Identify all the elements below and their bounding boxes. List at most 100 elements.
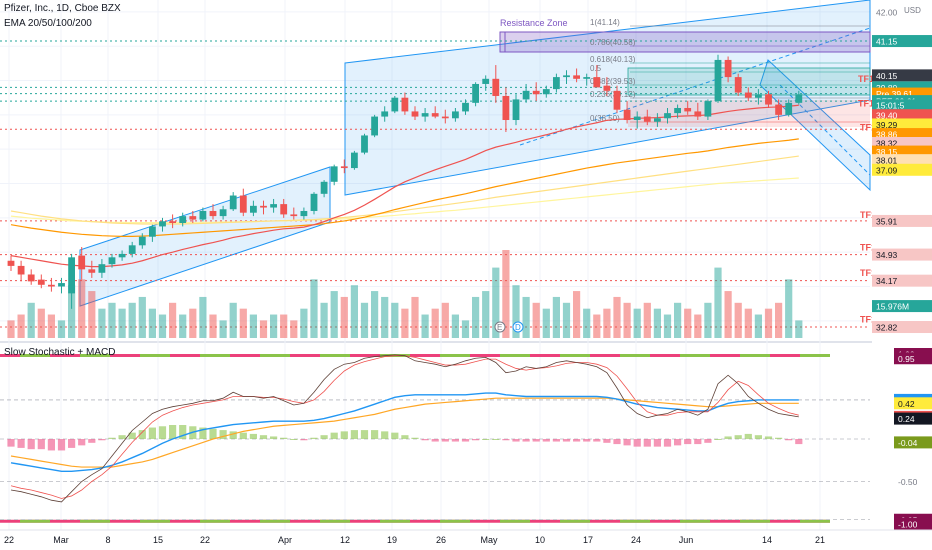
volume-bar (280, 314, 288, 338)
candle (472, 83, 479, 103)
macd-histogram-bar (451, 439, 459, 442)
macd-histogram-bar (593, 439, 601, 442)
candle (229, 195, 237, 210)
stoch-band-segment (740, 519, 770, 523)
time-axis-label: 15 (153, 535, 163, 545)
indicator-axis-label: 0.95 (898, 354, 915, 364)
volume-bar (522, 296, 530, 338)
price-axis-label: 38.01 (876, 156, 898, 166)
volume-bar (684, 308, 692, 338)
volume-bar (593, 314, 601, 338)
macd-histogram-bar (239, 432, 247, 439)
time-axis-label: 22 (4, 535, 14, 545)
volume-bar (724, 291, 732, 338)
volume-bar (472, 296, 480, 338)
fib-level-label: 0.382(39.53) (590, 77, 636, 86)
candle (88, 269, 96, 273)
candle (553, 77, 560, 90)
macd-histogram-bar (674, 439, 682, 446)
volume-bar (562, 302, 571, 338)
volume-bar (401, 308, 409, 338)
volume-bar (623, 302, 631, 338)
candle (755, 94, 762, 98)
indicator-axis-label: -0.04 (898, 438, 918, 448)
macd-histogram-bar (401, 435, 409, 439)
macd-histogram-bar (300, 439, 308, 441)
volume-bar (714, 267, 722, 338)
macd-histogram-bar (542, 439, 550, 442)
stoch-band-segment (260, 519, 290, 523)
volume-bar (451, 314, 459, 338)
macd-histogram-bar (724, 436, 732, 439)
macd-histogram-bar (785, 439, 793, 441)
candle (441, 116, 449, 119)
volume-bar (744, 308, 752, 338)
candle (330, 166, 338, 182)
volume-bar (219, 320, 227, 338)
candle (219, 209, 227, 217)
macd-histogram-bar (754, 435, 762, 439)
volume-bar (270, 314, 278, 338)
macd-histogram-bar (179, 425, 187, 439)
macd-histogram-bar (98, 439, 106, 441)
price-label-box (872, 274, 932, 287)
candle (361, 135, 368, 153)
volume-bar (249, 314, 257, 338)
volume-bar (259, 320, 268, 338)
stoch-band-segment (500, 519, 530, 523)
candle (340, 166, 348, 169)
macd-histogram-bar (310, 437, 318, 439)
ema-legend[interactable]: EMA 20/50/100/200 (4, 18, 92, 29)
price-axis-label: 35.91 (876, 216, 898, 226)
macd-histogram-bar (704, 439, 712, 443)
stoch-band-segment (200, 354, 230, 357)
volume-bar (57, 320, 66, 338)
stoch-band-segment (20, 519, 50, 523)
volume-bar (371, 291, 379, 338)
macd-histogram-bar (502, 439, 510, 441)
time-axis (0, 530, 932, 550)
stoch-band-segment (620, 354, 650, 357)
macd-histogram-bar (643, 439, 651, 447)
volume-bar (128, 302, 136, 338)
candle (381, 111, 389, 117)
volume-bar (290, 320, 298, 338)
price-label-box (872, 214, 932, 227)
stoch-oversold-band (0, 519, 830, 523)
candle (684, 107, 692, 112)
candle (623, 109, 631, 121)
volume-bar (27, 302, 35, 338)
volume-bar (7, 320, 15, 338)
macd-histogram-bar (330, 432, 338, 439)
stoch-band-segment (80, 354, 110, 357)
candle (280, 204, 288, 215)
fib-level-label: 0.236(39.12) (590, 90, 636, 99)
channel-midline (779, 84, 871, 176)
price-label-box (872, 99, 932, 112)
macd-histogram-bar (431, 439, 439, 442)
time-axis-label: 22 (200, 535, 210, 545)
price-label-box (872, 109, 932, 122)
volume-bar (421, 314, 429, 338)
macd-histogram-bar (249, 433, 257, 439)
candle (613, 90, 621, 110)
volume-bar (552, 296, 560, 338)
price-axis-label: Pre 39.61 (876, 89, 913, 99)
volume-bar (754, 314, 762, 338)
macd-histogram-bar (775, 437, 783, 439)
macd-histogram-bar (694, 439, 702, 445)
macd-histogram-bar (270, 436, 278, 439)
macd-histogram-bar (603, 439, 611, 443)
candle (310, 193, 318, 211)
price-label-box (872, 248, 932, 261)
macd-histogram-bar (522, 439, 530, 442)
stoch-band-segment (20, 354, 50, 357)
candle (633, 116, 641, 121)
candle (138, 236, 146, 246)
macd-histogram-bar (280, 437, 288, 439)
macd-histogram-bar (411, 437, 419, 439)
macd-histogram-bar (17, 439, 25, 448)
volume-bar (118, 308, 126, 338)
indicator-legend[interactable]: Slow Stochastic + MACD (4, 347, 116, 358)
